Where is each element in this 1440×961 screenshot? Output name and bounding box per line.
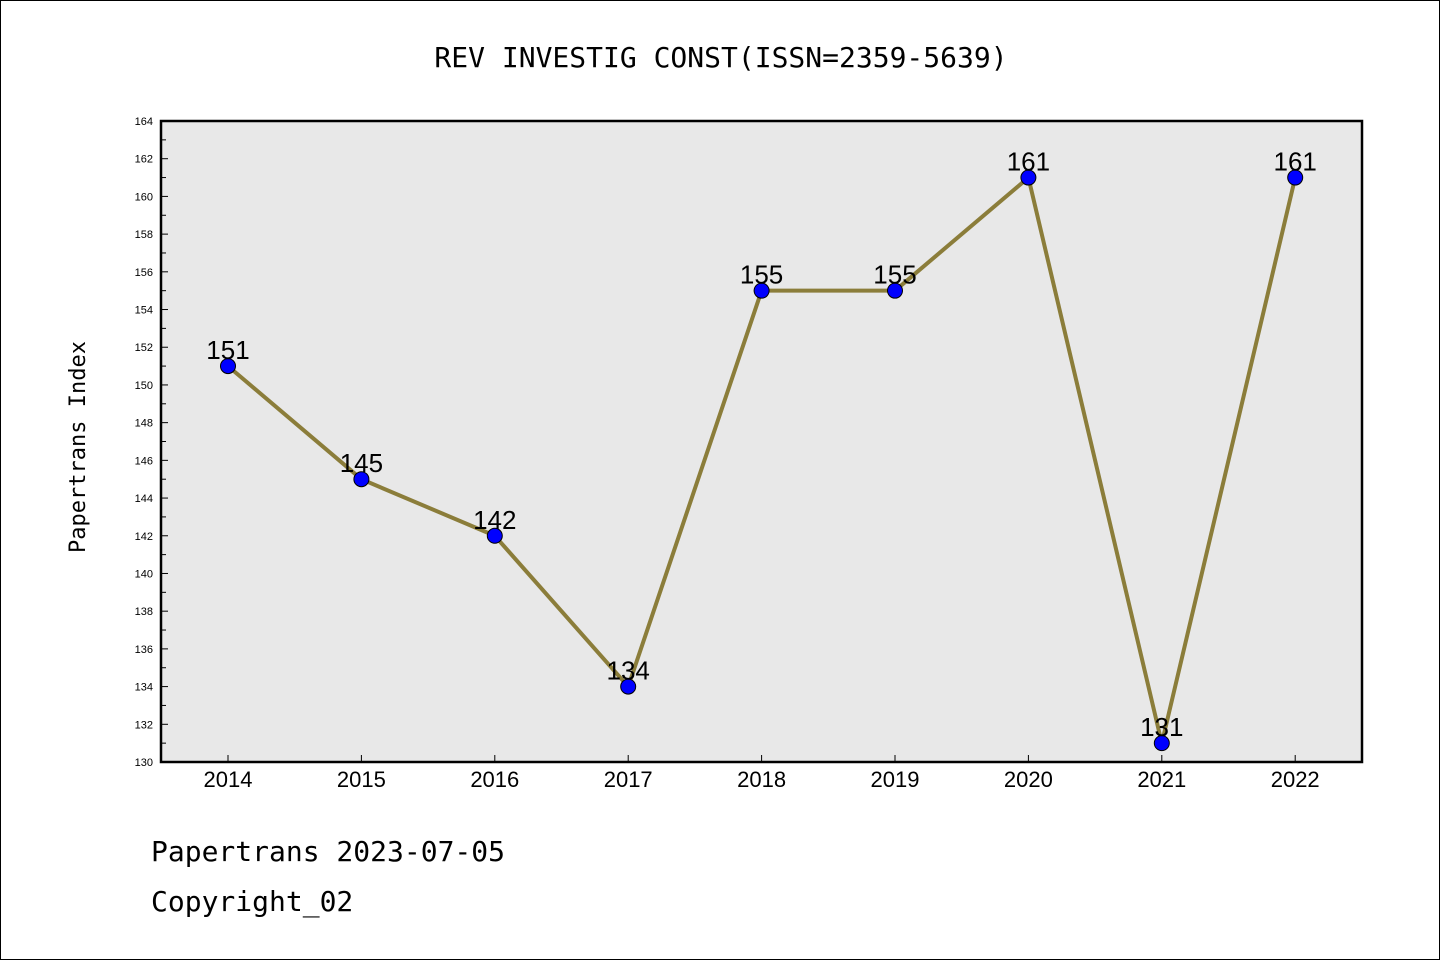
- y-tick-label: 150: [135, 380, 153, 392]
- data-point: [1153, 735, 1170, 752]
- x-tick-label: 2021: [1137, 767, 1186, 792]
- y-tick-label: 158: [135, 229, 153, 241]
- chart-title: REV INVESTIG CONST(ISSN=2359-5639): [434, 41, 1007, 74]
- y-tick-label: 148: [135, 418, 153, 430]
- data-point: [486, 527, 503, 544]
- data-label: 142: [473, 505, 516, 535]
- x-tick-label: 2017: [604, 767, 653, 792]
- y-tick-label: 152: [135, 342, 153, 354]
- data-label: 161: [1274, 147, 1317, 177]
- footer-copyright: Copyright_02: [151, 885, 354, 918]
- x-tick-label: 2018: [737, 767, 786, 792]
- footer-date-line: Papertrans 2023-07-05: [151, 835, 506, 868]
- y-tick-label: 146: [135, 455, 153, 467]
- x-tick-label: 2014: [204, 767, 253, 792]
- data-label: 161: [1007, 147, 1050, 177]
- data-label: 155: [740, 260, 783, 290]
- y-tick-label: 154: [135, 305, 153, 317]
- x-tick-label: 2022: [1271, 767, 1320, 792]
- data-label: 151: [206, 335, 249, 365]
- data-label: 145: [340, 448, 383, 478]
- data-point: [220, 358, 236, 375]
- y-tick-label: 160: [135, 191, 153, 203]
- x-tick-label: 2016: [470, 767, 519, 792]
- y-tick-label: 142: [135, 531, 153, 543]
- y-tick-label: 132: [135, 719, 153, 731]
- data-point: [753, 282, 770, 299]
- y-axis-label: Papertrans Index: [66, 341, 91, 553]
- y-tick-label: 144: [135, 493, 153, 505]
- y-tick-label: 136: [135, 644, 153, 656]
- y-tick-label: 164: [135, 116, 153, 128]
- x-tick-label: 2015: [337, 767, 386, 792]
- x-tick-label: 2019: [871, 767, 920, 792]
- data-point: [887, 282, 903, 299]
- y-tick-label: 140: [135, 568, 153, 580]
- y-tick-label: 156: [135, 267, 153, 279]
- x-tick-label: 2020: [1004, 767, 1053, 792]
- y-tick-label: 162: [135, 154, 153, 166]
- y-tick-label: 134: [135, 682, 153, 694]
- data-point: [353, 471, 370, 488]
- chart-marks: 130 132 134 136 138 140 142 144 146 148 150 152 154 1…: [135, 116, 1320, 792]
- data-label: 131: [1140, 712, 1183, 742]
- plot-area: [161, 121, 1362, 762]
- plot-border: [159, 119, 1364, 764]
- y-tick-label: 130: [135, 757, 153, 769]
- y-tick-label: 138: [135, 606, 153, 618]
- data-point: [620, 678, 637, 695]
- data-label: 134: [607, 656, 650, 686]
- data-point: [1020, 169, 1037, 186]
- data-point: [1287, 169, 1304, 186]
- data-label: 155: [873, 260, 916, 290]
